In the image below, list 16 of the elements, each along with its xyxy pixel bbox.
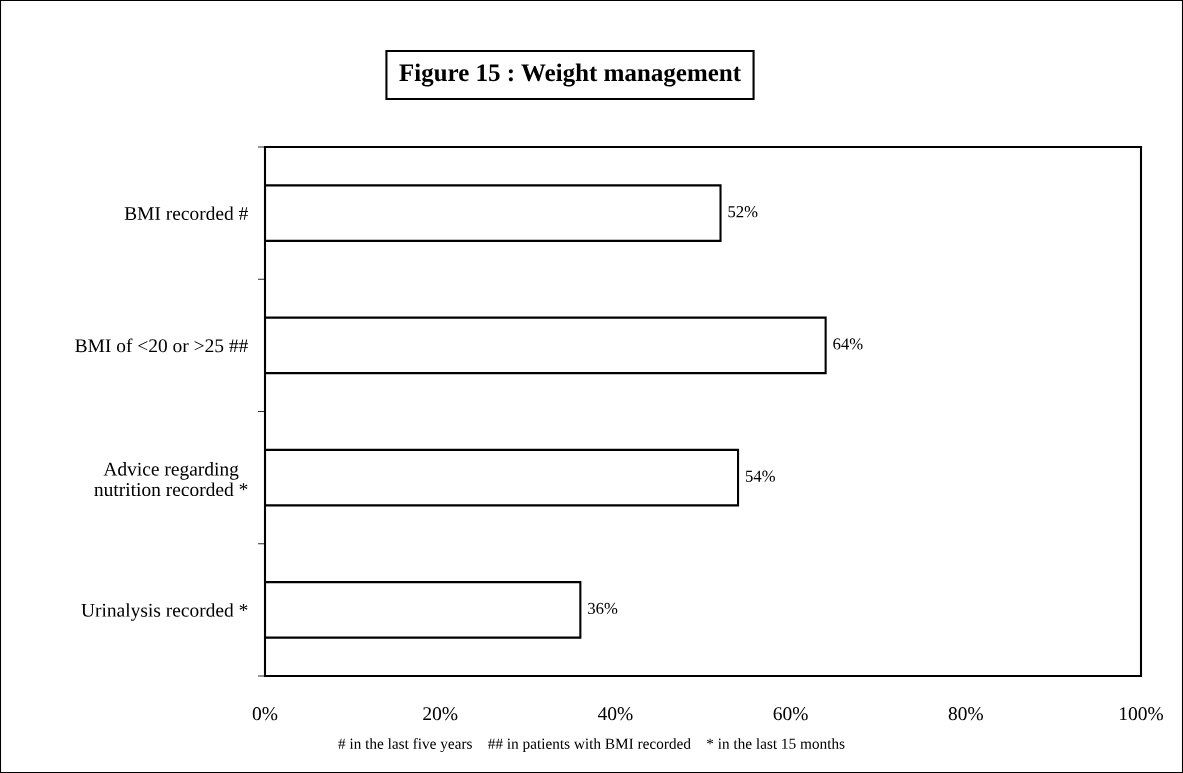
x-tick-label: 100%	[1120, 707, 1164, 721]
y-tick-label: Advice regarding nutrition recorded *	[94, 462, 248, 497]
y-tick-label: BMI recorded #	[124, 206, 248, 221]
x-tick-label: 80%	[948, 707, 983, 721]
data-label: 64%	[833, 338, 863, 350]
x-tick-label: 60%	[773, 707, 808, 721]
x-tick-label: 20%	[423, 707, 458, 721]
data-label: 52%	[728, 206, 758, 218]
data-label: 36%	[588, 602, 618, 615]
text: # in the last five years ## in patients with BMI recorded * in the last 15 months	[338, 737, 845, 753]
y-tick-label: BMI of <20 or >25 ##	[75, 338, 248, 353]
x-tick-label: 0%	[252, 707, 278, 721]
data-label: 54%	[745, 470, 775, 482]
y-tick-label: Urinalysis recorded *	[81, 603, 248, 621]
x-tick-label: 40%	[597, 707, 633, 721]
chart-title: Figure 15 : Weight management	[399, 63, 741, 87]
